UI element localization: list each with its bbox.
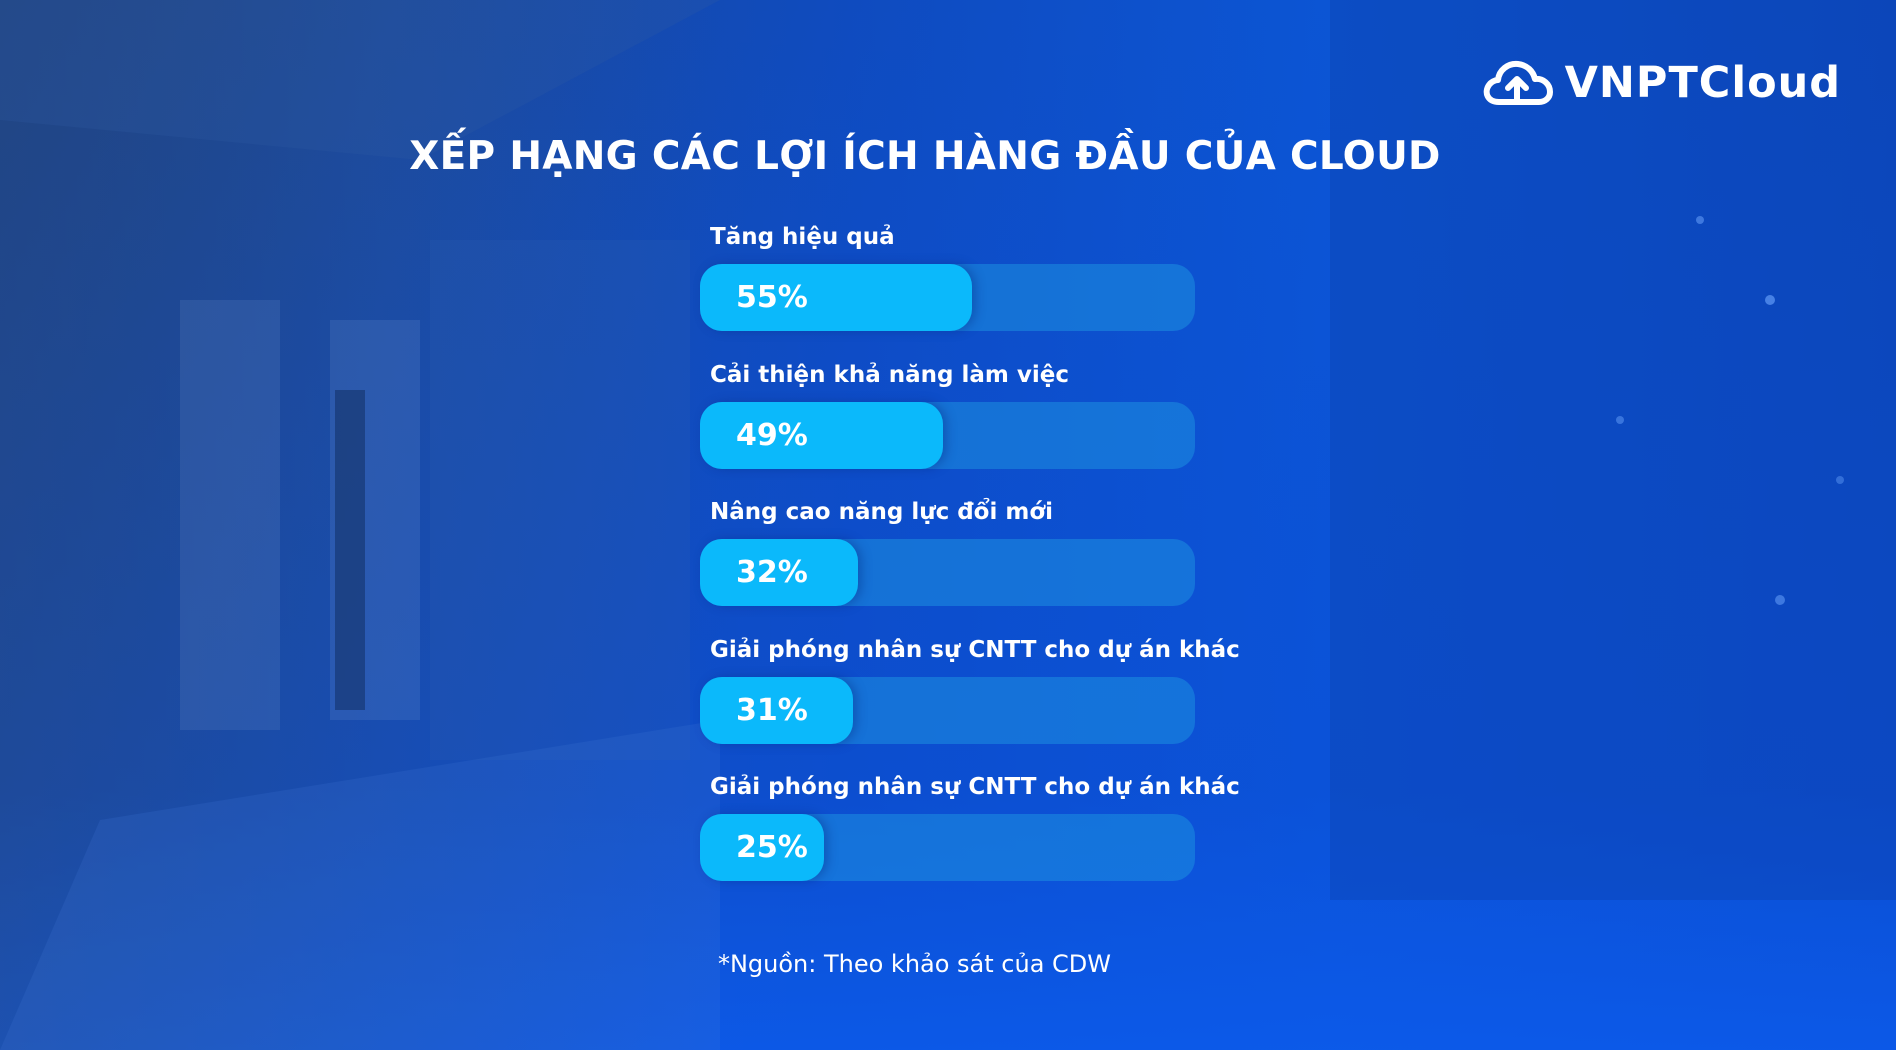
cloud-upload-icon	[1483, 60, 1553, 105]
bar-track: 25%	[700, 814, 1195, 881]
bar-label: Cải thiện khả năng làm việc	[710, 361, 1069, 388]
bar	[700, 539, 859, 606]
logo-text: VNPTCloud	[1564, 58, 1841, 108]
bar	[700, 814, 824, 881]
bar-value-label: 31%	[736, 692, 808, 728]
bar-value-label: 25%	[736, 830, 808, 865]
bar	[700, 676, 854, 744]
bar-track: 32%	[700, 539, 1195, 606]
vnptcloud-logo: VNPTCloud	[1481, 58, 1841, 108]
bar-label: Nâng cao năng lực đổi mới	[710, 499, 1054, 525]
bar-value-label: 49%	[736, 417, 808, 453]
bar-label: Giải phóng nhân sự CNTT cho dự án khác	[710, 774, 1240, 800]
bar-track: 55%	[700, 264, 1195, 331]
source-note: *Nguồn: Theo khảo sát của CDW	[717, 950, 1112, 978]
bar	[700, 264, 973, 331]
bar-label: Giải phóng nhân sự CNTT cho dự án khác	[710, 636, 1240, 663]
bar-value-label: 55%	[736, 280, 808, 315]
bar-track: 31%	[700, 676, 1195, 744]
bar-value-label: 32%	[736, 555, 808, 590]
bar-track: 49%	[700, 401, 1195, 469]
bar	[700, 401, 943, 469]
chart-title: XẾP HẠNG CÁC LỢI ÍCH HÀNG ĐẦU CỦA CLOUD	[409, 134, 1441, 179]
bar-label: Tăng hiệu quả	[710, 224, 895, 250]
